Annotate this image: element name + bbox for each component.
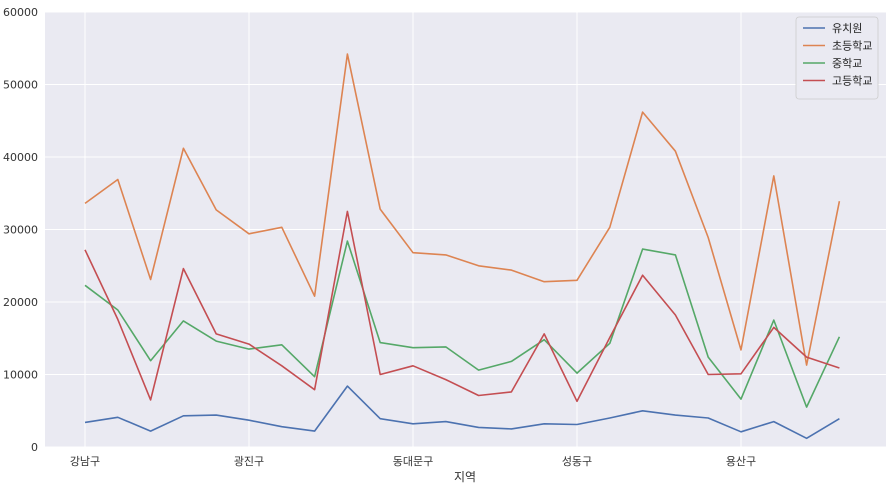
x-tick-label: 광진구: [234, 455, 264, 468]
series-line-1: [84, 53, 841, 366]
y-tick-label: 60000: [3, 6, 38, 19]
legend-box: [795, 16, 879, 100]
x-axis-title: 지역: [454, 470, 476, 484]
y-tick-label: 30000: [3, 224, 38, 237]
x-tick-label: 강남구: [70, 455, 100, 468]
series-line-2: [84, 240, 841, 408]
y-tick-label: 0: [31, 441, 38, 454]
x-tick-label: 성동구: [562, 455, 592, 468]
legend-label: 초등학교: [832, 40, 872, 53]
y-tick-label: 50000: [3, 79, 38, 92]
series-layer: [84, 53, 841, 440]
x-tick-label: 동대문구: [393, 455, 433, 468]
legend-label: 중학교: [832, 57, 862, 70]
x-tick-label: 용산구: [726, 455, 756, 468]
legend-label: 유치원: [832, 22, 862, 35]
y-gridlines: [45, 11, 886, 448]
y-tick-labels: 0 10000 20000 30000 40000 50000 60000: [3, 6, 38, 454]
y-tick-label: 20000: [3, 296, 38, 309]
series-line-0: [84, 385, 840, 440]
legend-label: 고등학교: [832, 75, 872, 88]
x-tick-labels: 강남구 광진구 동대문구 성동구 용산구: [70, 455, 756, 468]
y-tick-label: 40000: [3, 151, 38, 164]
y-tick-label: 10000: [3, 369, 38, 382]
series-line-3: [84, 210, 840, 403]
